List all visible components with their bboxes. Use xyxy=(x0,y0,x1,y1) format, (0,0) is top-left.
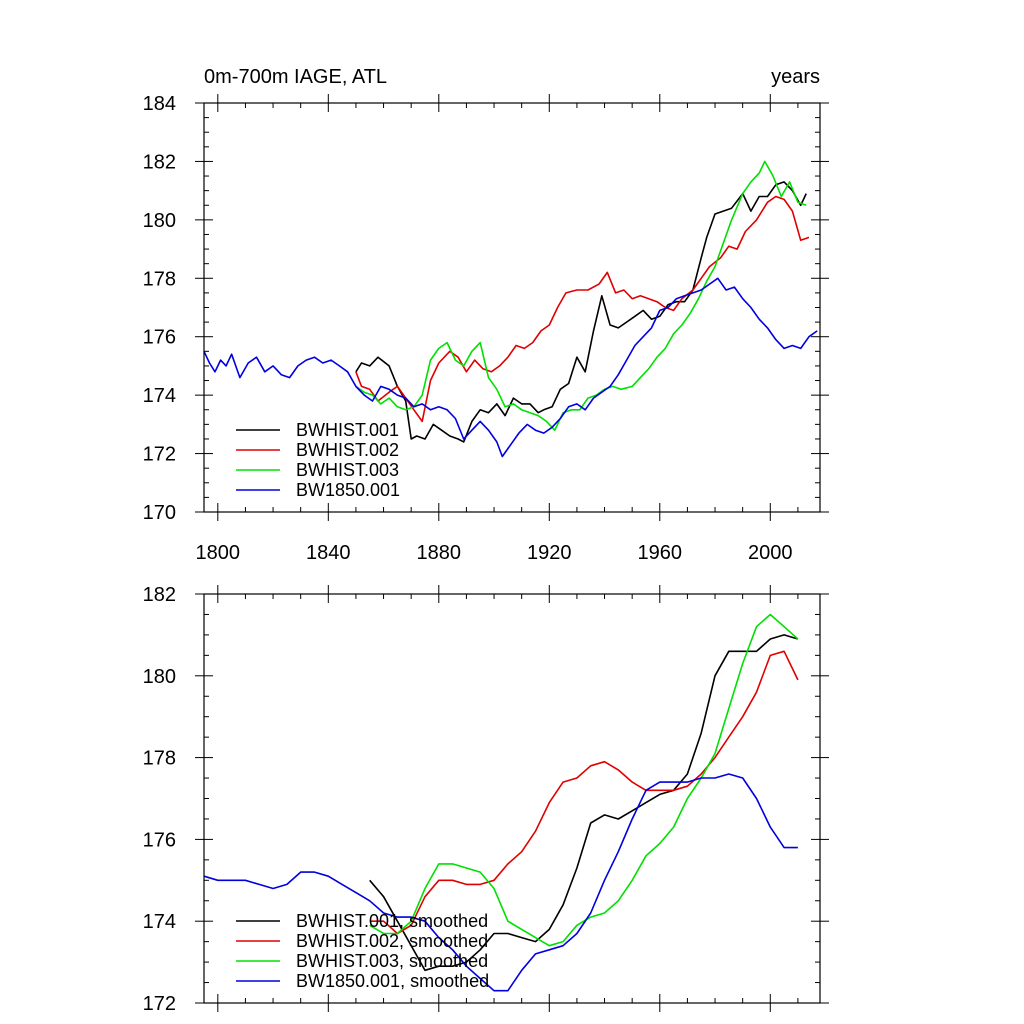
y-tick-label: 172 xyxy=(143,444,176,466)
series-line-bwhist-001-smoothed xyxy=(369,634,799,972)
top-panel: 0m-700m IAGE, ATL years 1800 1840 1880 1920… xyxy=(143,66,829,564)
series-line-bw1850-001 xyxy=(203,277,818,458)
x-tick-label: 2000 xyxy=(748,542,793,564)
bottom-axis-ticks xyxy=(195,585,829,1012)
x-tick-label: 1880 xyxy=(417,542,462,564)
legend-label: BWHIST.003 xyxy=(296,460,399,480)
bottom-plot-frame xyxy=(203,593,821,1004)
chart-title-right: years xyxy=(771,66,820,88)
y-tick-label: 180 xyxy=(143,666,176,688)
y-tick-label: 174 xyxy=(143,911,176,933)
y-tick-label: 176 xyxy=(143,829,176,851)
bottom-axis-labels: 172 174 176 178 180 182 xyxy=(143,584,176,1015)
legend-label: BW1850.001, smoothed xyxy=(296,971,489,991)
top-series-group xyxy=(203,160,818,458)
top-axis-ticks xyxy=(195,94,829,521)
y-tick-label: 184 xyxy=(143,93,176,115)
y-tick-label: 182 xyxy=(143,584,176,606)
y-tick-label: 180 xyxy=(143,210,176,232)
legend-label: BWHIST.002, smoothed xyxy=(296,931,488,951)
top-axis-labels: 1800 1840 1880 1920 1960 2000 170 172 174 176 178 1… xyxy=(143,93,793,564)
series-line-bwhist-003-smoothed xyxy=(369,613,799,947)
series-line-bwhist-001 xyxy=(355,181,807,443)
series-line-bwhist-003 xyxy=(355,160,807,432)
series-line-bw1850-001-smoothed xyxy=(203,773,798,992)
y-tick-label: 182 xyxy=(143,151,176,173)
x-tick-label: 1840 xyxy=(306,542,351,564)
bottom-series-group xyxy=(203,613,799,992)
y-tick-label: 174 xyxy=(143,385,176,407)
series-line-bwhist-002 xyxy=(355,195,810,423)
y-tick-label: 178 xyxy=(143,748,176,770)
x-tick-label: 1920 xyxy=(527,542,572,564)
series-line-bwhist-002-smoothed xyxy=(369,650,799,935)
y-tick-label: 176 xyxy=(143,327,176,349)
x-tick-label: 1800 xyxy=(196,542,241,564)
legend-label: BWHIST.001, smoothed xyxy=(296,911,488,931)
x-tick-label: 1960 xyxy=(638,542,683,564)
y-tick-label: 172 xyxy=(143,993,176,1015)
top-plot-frame xyxy=(203,102,821,513)
y-tick-label: 170 xyxy=(143,502,176,524)
y-tick-label: 178 xyxy=(143,268,176,290)
legend-label: BWHIST.003, smoothed xyxy=(296,951,488,971)
legend-label: BWHIST.002 xyxy=(296,440,399,460)
legend-label: BW1850.001 xyxy=(296,480,400,500)
legend-label: BWHIST.001 xyxy=(296,420,399,440)
chart-title-left: 0m-700m IAGE, ATL xyxy=(204,66,387,88)
